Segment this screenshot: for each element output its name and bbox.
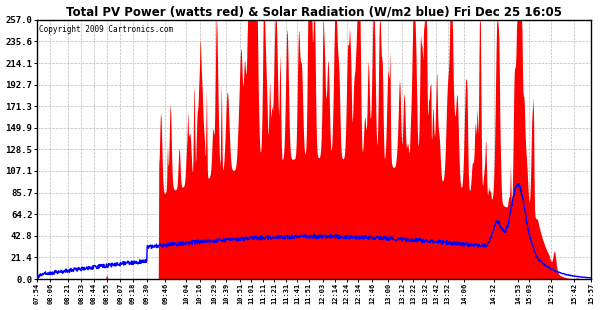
Title: Total PV Power (watts red) & Solar Radiation (W/m2 blue) Fri Dec 25 16:05: Total PV Power (watts red) & Solar Radia… xyxy=(66,6,562,19)
Text: Copyright 2009 Cartronics.com: Copyright 2009 Cartronics.com xyxy=(40,25,173,34)
